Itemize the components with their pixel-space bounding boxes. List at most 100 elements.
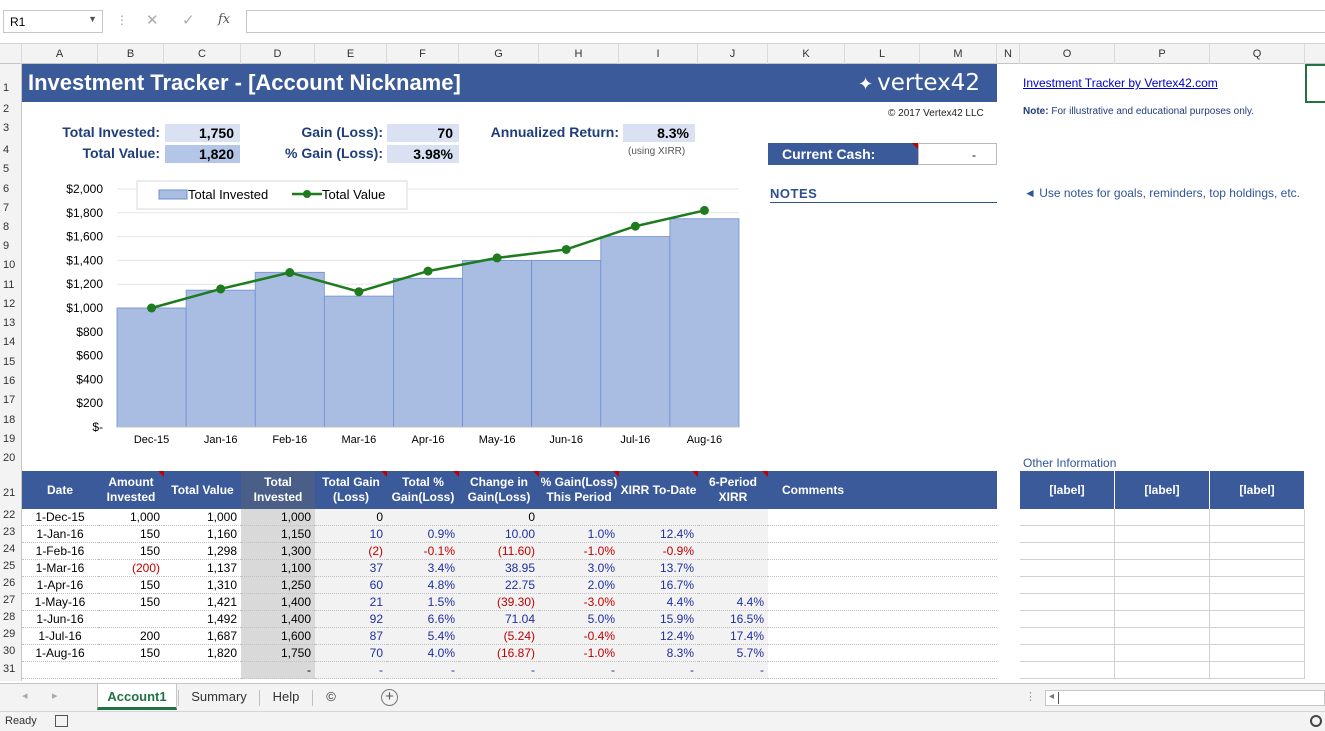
row-header-14[interactable]: 14 (3, 336, 16, 348)
scroll-right-icon[interactable]: ▸ (52, 690, 58, 702)
table-cell[interactable]: - (387, 662, 459, 679)
column-header-b[interactable]: B (98, 44, 164, 64)
cancel-icon[interactable]: ✕ (146, 12, 159, 29)
row-header-23[interactable]: 23 (3, 526, 16, 538)
other-info-cell[interactable] (1115, 611, 1210, 628)
row-header-24[interactable]: 24 (3, 543, 16, 555)
column-header-date[interactable]: Date (22, 471, 98, 509)
table-cell[interactable]: (16.87) (459, 645, 539, 662)
other-info-cell[interactable] (1210, 645, 1305, 662)
other-info-cell[interactable] (1210, 543, 1305, 560)
row-header-11[interactable]: 11 (3, 279, 15, 291)
table-cell[interactable] (768, 662, 997, 679)
column-header-total-value[interactable]: Total Value (164, 471, 241, 509)
table-cell[interactable]: 1,400 (241, 594, 315, 611)
row-header-12[interactable]: 12 (3, 298, 16, 310)
table-cell[interactable]: 1,492 (164, 611, 241, 628)
table-cell[interactable] (768, 526, 997, 543)
table-cell[interactable]: 3.0% (539, 560, 619, 577)
other-info-cell[interactable] (1115, 560, 1210, 577)
row-header-27[interactable]: 27 (3, 594, 16, 606)
table-cell[interactable]: (200) (98, 560, 164, 577)
select-all-corner[interactable] (0, 44, 22, 64)
row-header-25[interactable]: 25 (3, 560, 16, 572)
table-cell[interactable]: 1-Apr-16 (22, 577, 98, 594)
table-cell[interactable]: 5.7% (698, 645, 768, 662)
check-icon[interactable]: ✓ (182, 12, 195, 29)
sheet-tab-account1[interactable]: Account1 (97, 684, 177, 710)
table-cell[interactable]: 92 (315, 611, 387, 628)
table-cell[interactable]: 22.75 (459, 577, 539, 594)
column-header-c[interactable]: C (164, 44, 241, 64)
row-header-20[interactable]: 20 (3, 452, 16, 464)
table-cell[interactable]: 0 (459, 509, 539, 526)
table-cell[interactable]: 8.3% (619, 645, 698, 662)
column-header-q[interactable]: Q (1210, 44, 1305, 64)
column-header-pct-gain-period[interactable]: % Gain(Loss) This Period (539, 471, 619, 509)
column-header-n[interactable]: N (997, 44, 1020, 64)
row-header-7[interactable]: 7 (3, 202, 10, 214)
table-cell[interactable]: 2.0% (539, 577, 619, 594)
column-header-total-gain[interactable]: Total Gain (Loss) (315, 471, 387, 509)
table-cell[interactable]: -0.9% (619, 543, 698, 560)
other-info-cell[interactable] (1020, 628, 1115, 645)
other-info-cell[interactable] (1210, 560, 1305, 577)
other-info-cell[interactable] (1020, 577, 1115, 594)
table-cell[interactable]: 38.95 (459, 560, 539, 577)
table-cell[interactable]: 1-Jul-16 (22, 628, 98, 645)
table-cell[interactable]: 1-May-16 (22, 594, 98, 611)
table-cell[interactable]: 4.4% (698, 594, 768, 611)
table-cell[interactable]: 4.8% (387, 577, 459, 594)
other-info-header[interactable]: [label] (1115, 471, 1210, 509)
table-cell[interactable] (98, 662, 164, 679)
table-cell[interactable]: 150 (98, 577, 164, 594)
table-cell[interactable]: 1.0% (539, 526, 619, 543)
other-info-cell[interactable] (1115, 577, 1210, 594)
table-cell[interactable]: 13.7% (619, 560, 698, 577)
column-header-g[interactable]: G (459, 44, 539, 64)
table-cell[interactable]: - (241, 662, 315, 679)
table-cell[interactable]: 1,310 (164, 577, 241, 594)
other-info-cell[interactable] (1115, 645, 1210, 662)
row-header-17[interactable]: 17 (3, 394, 16, 406)
table-cell[interactable] (98, 611, 164, 628)
table-cell[interactable]: 1-Dec-15 (22, 509, 98, 526)
table-cell[interactable] (768, 577, 997, 594)
table-cell[interactable]: 1-Jan-16 (22, 526, 98, 543)
table-cell[interactable]: (5.24) (459, 628, 539, 645)
table-cell[interactable]: 150 (98, 526, 164, 543)
row-header-5[interactable]: 5 (3, 163, 10, 175)
table-cell[interactable] (164, 662, 241, 679)
other-info-header[interactable]: [label] (1020, 471, 1115, 509)
selected-cell[interactable] (1305, 64, 1325, 103)
other-info-cell[interactable] (1210, 611, 1305, 628)
column-header-m[interactable]: M (920, 44, 997, 64)
table-cell[interactable] (768, 509, 997, 526)
table-cell[interactable]: -0.1% (387, 543, 459, 560)
column-header-o[interactable]: O (1020, 44, 1115, 64)
function-icon[interactable]: fx (218, 12, 231, 27)
row-header-31[interactable]: 31 (3, 663, 16, 675)
other-info-header[interactable]: [label] (1210, 471, 1305, 509)
other-info-cell[interactable] (1020, 645, 1115, 662)
table-cell[interactable]: 21 (315, 594, 387, 611)
table-cell[interactable]: 0.9% (387, 526, 459, 543)
row-header-30[interactable]: 30 (3, 645, 16, 657)
table-cell[interactable]: 1,300 (241, 543, 315, 560)
table-cell[interactable]: 12.4% (619, 628, 698, 645)
row-header-21[interactable]: 21 (3, 487, 16, 499)
column-header-a[interactable]: A (22, 44, 98, 64)
table-cell[interactable] (768, 628, 997, 645)
other-info-cell[interactable] (1115, 594, 1210, 611)
other-info-cell[interactable] (1115, 628, 1210, 645)
gain-value[interactable]: 70 (387, 124, 459, 142)
sheet-tab-help[interactable]: Help (272, 689, 300, 704)
scroll-thumb[interactable] (1058, 692, 1059, 704)
current-cash-value[interactable]: - (918, 143, 997, 165)
table-cell[interactable] (698, 543, 768, 560)
column-header-h[interactable]: H (539, 44, 619, 64)
table-cell[interactable]: -3.0% (539, 594, 619, 611)
table-cell[interactable] (22, 662, 98, 679)
other-info-cell[interactable] (1210, 526, 1305, 543)
column-header-j[interactable]: J (698, 44, 768, 64)
